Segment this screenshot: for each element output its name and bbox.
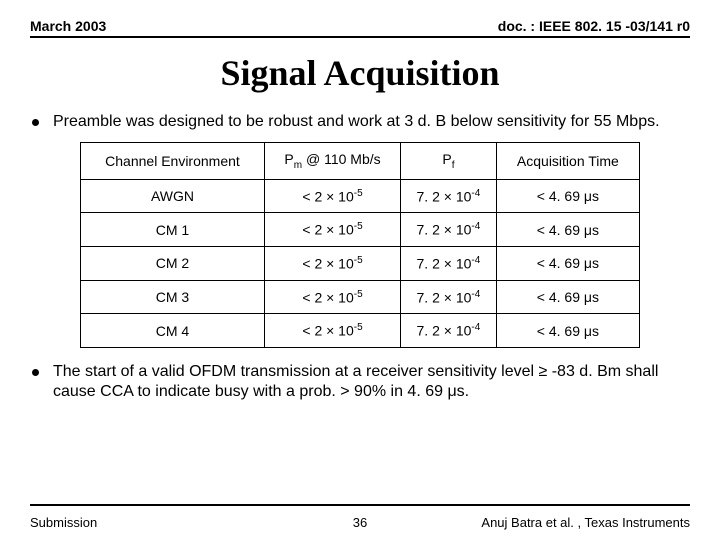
- slide: March 2003 doc. : IEEE 802. 15 -03/141 r…: [0, 0, 720, 540]
- header-docnum: doc. : IEEE 802. 15 -03/141 r0: [498, 18, 690, 34]
- cell-pf: 7. 2 × 10-4: [401, 314, 497, 348]
- footer-left: Submission: [30, 515, 97, 530]
- cell-aq: < 4. 69 μs: [496, 247, 639, 281]
- bullet-icon: [32, 119, 39, 126]
- table-body: AWGN< 2 × 10-57. 2 × 10-4< 4. 69 μsCM 1<…: [81, 179, 640, 347]
- cell-env: CM 3: [81, 280, 265, 314]
- footer-rule: [30, 504, 690, 506]
- cell-pf: 7. 2 × 10-4: [401, 179, 497, 213]
- th-acq-time: Acquisition Time: [496, 143, 639, 180]
- header-date: March 2003: [30, 18, 106, 34]
- th-pm: Pm @ 110 Mb/s: [264, 143, 400, 180]
- acquisition-table: Channel Environment Pm @ 110 Mb/s Pf Acq…: [80, 142, 640, 348]
- th-pf: Pf: [401, 143, 497, 180]
- table-header-row: Channel Environment Pm @ 110 Mb/s Pf Acq…: [81, 143, 640, 180]
- cell-pf: 7. 2 × 10-4: [401, 213, 497, 247]
- footer-right: Anuj Batra et al. , Texas Instruments: [481, 515, 690, 530]
- th-channel-env: Channel Environment: [81, 143, 265, 180]
- cell-aq: < 4. 69 μs: [496, 280, 639, 314]
- table-row: CM 4< 2 × 10-57. 2 × 10-4< 4. 69 μs: [81, 314, 640, 348]
- header-rule: [30, 36, 690, 38]
- bullet-1-text: Preamble was designed to be robust and w…: [53, 112, 688, 132]
- cell-pm: < 2 × 10-5: [264, 314, 400, 348]
- cell-env: CM 1: [81, 213, 265, 247]
- table-row: AWGN< 2 × 10-57. 2 × 10-4< 4. 69 μs: [81, 179, 640, 213]
- bullet-2: The start of a valid OFDM transmission a…: [32, 362, 688, 402]
- cell-aq: < 4. 69 μs: [496, 314, 639, 348]
- bullet-list: Preamble was designed to be robust and w…: [30, 112, 690, 132]
- bullet-list-2: The start of a valid OFDM transmission a…: [30, 362, 690, 402]
- cell-aq: < 4. 69 μs: [496, 213, 639, 247]
- table-row: CM 3< 2 × 10-57. 2 × 10-4< 4. 69 μs: [81, 280, 640, 314]
- cell-pf: 7. 2 × 10-4: [401, 280, 497, 314]
- bullet-2-text: The start of a valid OFDM transmission a…: [53, 362, 688, 402]
- cell-env: CM 2: [81, 247, 265, 281]
- cell-pm: < 2 × 10-5: [264, 179, 400, 213]
- header: March 2003 doc. : IEEE 802. 15 -03/141 r…: [30, 18, 690, 34]
- cell-pf: 7. 2 × 10-4: [401, 247, 497, 281]
- cell-aq: < 4. 69 μs: [496, 179, 639, 213]
- footer-page: 36: [353, 515, 367, 530]
- cell-pm: < 2 × 10-5: [264, 247, 400, 281]
- cell-env: AWGN: [81, 179, 265, 213]
- cell-env: CM 4: [81, 314, 265, 348]
- bullet-1: Preamble was designed to be robust and w…: [32, 112, 688, 132]
- page-title: Signal Acquisition: [30, 52, 690, 94]
- footer: Submission 36 Anuj Batra et al. , Texas …: [30, 515, 690, 530]
- bullet-icon: [32, 369, 39, 376]
- cell-pm: < 2 × 10-5: [264, 213, 400, 247]
- table-row: CM 1< 2 × 10-57. 2 × 10-4< 4. 69 μs: [81, 213, 640, 247]
- cell-pm: < 2 × 10-5: [264, 280, 400, 314]
- table-row: CM 2< 2 × 10-57. 2 × 10-4< 4. 69 μs: [81, 247, 640, 281]
